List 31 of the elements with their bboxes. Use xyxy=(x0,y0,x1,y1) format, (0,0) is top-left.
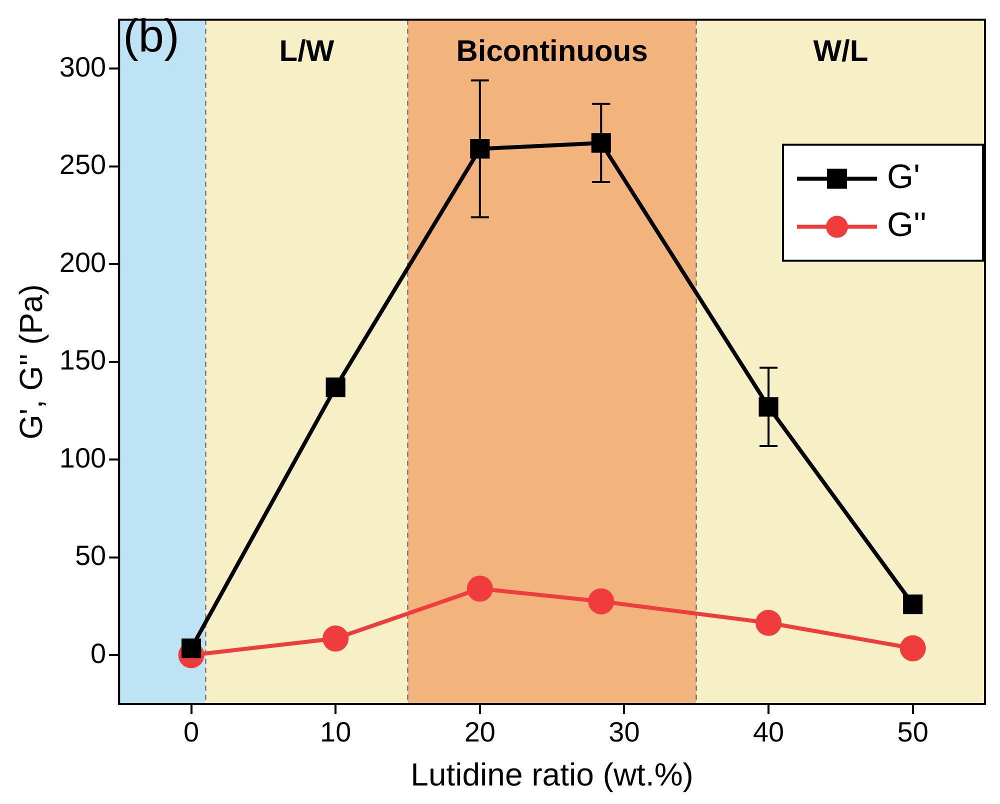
x-tick-label: 50 xyxy=(897,716,928,748)
x-tick-label: 10 xyxy=(320,716,352,748)
point xyxy=(900,635,926,662)
legend-label: G' xyxy=(887,158,920,196)
y-tick-label: 150 xyxy=(59,344,106,376)
point xyxy=(470,139,490,159)
point xyxy=(466,576,493,602)
point xyxy=(758,397,778,417)
band-label: Bicontinuous xyxy=(456,35,648,68)
point xyxy=(322,626,349,652)
y-tick-label: 300 xyxy=(59,51,106,82)
legend-label: G'' xyxy=(887,206,926,244)
x-tick-label: 20 xyxy=(464,716,496,748)
x-axis-title: Lutidine ratio (wt.%) xyxy=(410,756,694,793)
y-tick-label: 50 xyxy=(74,540,106,572)
band-label: L/W xyxy=(279,35,335,68)
band-label: W/L xyxy=(813,35,868,68)
annotation: (b) xyxy=(123,9,180,62)
y-tick-label: 200 xyxy=(59,246,106,278)
y-tick-label: 250 xyxy=(59,149,106,180)
point xyxy=(326,378,346,398)
point xyxy=(756,610,782,636)
x-tick-label: 40 xyxy=(752,716,784,748)
point xyxy=(903,594,923,614)
y-tick-label: 100 xyxy=(59,442,106,474)
x-tick-label: 30 xyxy=(608,716,640,748)
x-tick-label: 0 xyxy=(183,716,200,748)
point xyxy=(588,588,614,614)
y-axis-title: G', G'' (Pa) xyxy=(13,284,50,440)
y-tick-label: 0 xyxy=(90,638,106,669)
point xyxy=(591,133,611,153)
